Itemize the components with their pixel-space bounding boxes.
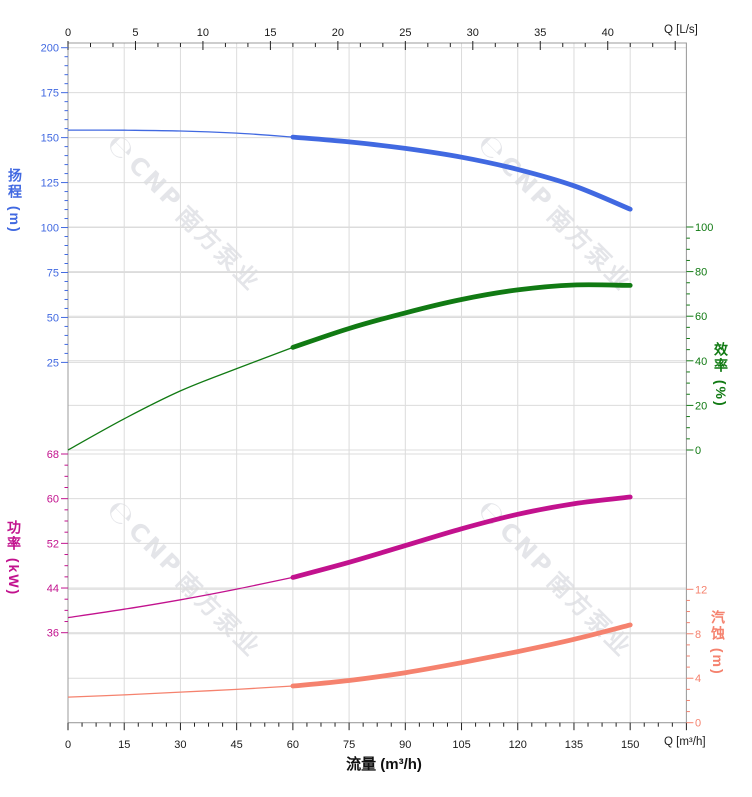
npsh-axis-ticks bbox=[686, 588, 694, 724]
tick-label: 8 bbox=[695, 629, 701, 641]
power-curve bbox=[67, 494, 633, 619]
tick-label: 105 bbox=[452, 739, 470, 751]
bottom-axis-ticks bbox=[67, 722, 687, 731]
tick-label: 36 bbox=[47, 628, 59, 640]
tick-label: 75 bbox=[343, 739, 355, 751]
efficiency-curve bbox=[67, 282, 633, 451]
power-axis-ticks bbox=[61, 453, 68, 634]
tick-label: 12 bbox=[695, 584, 707, 596]
tick-label: 44 bbox=[47, 583, 59, 595]
tick-label: 25 bbox=[399, 27, 411, 39]
tick-label: 0 bbox=[65, 739, 71, 751]
bottom-axis-unit-label: Q [m³/h] bbox=[664, 736, 706, 748]
tick-label: 45 bbox=[231, 739, 243, 751]
tick-label: 0 bbox=[695, 718, 701, 730]
tick-label: 200 bbox=[41, 43, 59, 55]
efficiency-axis-title: 效率 (%) bbox=[713, 342, 729, 408]
tick-label: 40 bbox=[695, 356, 707, 368]
tick-label: 52 bbox=[47, 538, 59, 550]
tick-label: 150 bbox=[621, 739, 639, 751]
tick-label: 15 bbox=[118, 739, 130, 751]
tick-label: 100 bbox=[41, 223, 59, 235]
tick-label: 135 bbox=[565, 739, 583, 751]
tick-label: 175 bbox=[41, 88, 59, 100]
head-axis-ticks bbox=[61, 47, 68, 363]
tick-label: 0 bbox=[65, 27, 71, 39]
npsh-curve bbox=[67, 622, 633, 698]
tick-label: 75 bbox=[47, 267, 59, 279]
tick-label: 10 bbox=[197, 27, 209, 39]
tick-label: 0 bbox=[695, 445, 701, 457]
tick-label: 35 bbox=[534, 27, 546, 39]
tick-label: 30 bbox=[174, 739, 186, 751]
tick-label: 20 bbox=[695, 400, 707, 412]
power-axis-title: 功率 (kW) bbox=[6, 520, 22, 597]
npsh-axis-title: 汽蚀 (m) bbox=[710, 610, 726, 676]
tick-label: 60 bbox=[287, 739, 299, 751]
efficiency-axis-ticks bbox=[686, 226, 694, 451]
tick-label: 20 bbox=[332, 27, 344, 39]
tick-label: 5 bbox=[132, 27, 138, 39]
tick-label: 60 bbox=[47, 494, 59, 506]
tick-label: 15 bbox=[264, 27, 276, 39]
tick-label: 40 bbox=[602, 27, 614, 39]
tick-label: 100 bbox=[695, 222, 713, 234]
top-axis-ticks bbox=[67, 41, 676, 50]
tick-label: 25 bbox=[47, 357, 59, 369]
tick-label: 125 bbox=[41, 178, 59, 190]
flow-axis-title: 流量 (m³/h) bbox=[346, 756, 422, 773]
tick-label: 68 bbox=[47, 449, 59, 461]
tick-label: 60 bbox=[695, 311, 707, 323]
top-axis-unit-label: Q [L/s] bbox=[664, 24, 698, 36]
head-axis-title: 扬程 (m) bbox=[7, 168, 23, 234]
tick-label: 90 bbox=[399, 739, 411, 751]
tick-label: 80 bbox=[695, 267, 707, 279]
tick-label: 50 bbox=[47, 312, 59, 324]
tick-label: 150 bbox=[41, 133, 59, 145]
tick-label: 4 bbox=[695, 673, 701, 685]
tick-label: 30 bbox=[467, 27, 479, 39]
tick-label: 120 bbox=[509, 739, 527, 751]
head-curve bbox=[67, 129, 633, 212]
